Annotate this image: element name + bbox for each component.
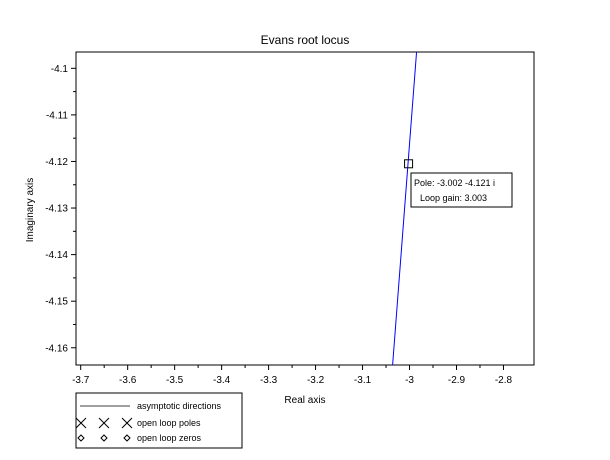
- datatip-pole-text: Pole: -3.002 -4.121 i: [414, 178, 495, 188]
- data-tip[interactable]: Pole: -3.002 -4.121 i Loop gain: 3.003: [404, 159, 513, 208]
- y-tick-label: -4.15: [45, 297, 68, 308]
- y-tick-label: -4.11: [46, 110, 68, 121]
- x-tick-label: -3.2: [307, 375, 325, 386]
- locus-series: [392, 51, 418, 366]
- plot-area-frame: [75, 51, 535, 366]
- y-tick-label: -4.12: [45, 157, 68, 168]
- y-tick-label: -4.13: [45, 204, 68, 215]
- x-tick-label: -2.8: [495, 375, 513, 386]
- legend-label-poles: open loop poles: [137, 418, 201, 428]
- y-axis-ticks: -4.16 -4.15 -4.14 -4.13 -4.12 -4.11 -4.1: [45, 64, 76, 354]
- x-tick-label: -3: [405, 375, 414, 386]
- legend-pole-markers: [75, 417, 133, 429]
- locus-branch: [392, 51, 418, 366]
- y-tick-label: -4.14: [45, 250, 68, 261]
- datatip-marker: [404, 159, 414, 169]
- x-tick-label: -3.5: [166, 375, 184, 386]
- x-axis-ticks: -3.7 -3.6 -3.5 -3.4 -3.3 -3.2 -3.1 -3 -2.9 -2.8: [72, 365, 513, 386]
- legend-label-asymptotic: asymptotic directions: [137, 401, 222, 411]
- chart-title: Evans root locus: [261, 33, 350, 47]
- x-tick-label: -3.1: [354, 375, 372, 386]
- x-axis-label: Real axis: [284, 395, 325, 406]
- y-tick-label: -4.1: [51, 64, 69, 75]
- x-tick-label: -3.3: [260, 375, 278, 386]
- datatip-box: [410, 172, 513, 208]
- legend-box: [75, 392, 243, 449]
- x-tick-label: -3.4: [213, 375, 231, 386]
- x-tick-label: -3.6: [119, 375, 137, 386]
- legend-label-zeros: open loop zeros: [137, 433, 202, 443]
- legend-zero-markers: [77, 434, 131, 442]
- datatip-gain-text: Loop gain: 3.003: [420, 193, 487, 203]
- x-tick-label: -2.9: [448, 375, 466, 386]
- x-tick-label: -3.7: [72, 375, 90, 386]
- legend: asymptotic directions open loop poles op…: [75, 392, 243, 449]
- y-axis-label: Imaginary axis: [25, 178, 36, 242]
- y-tick-label: -4.16: [45, 343, 68, 354]
